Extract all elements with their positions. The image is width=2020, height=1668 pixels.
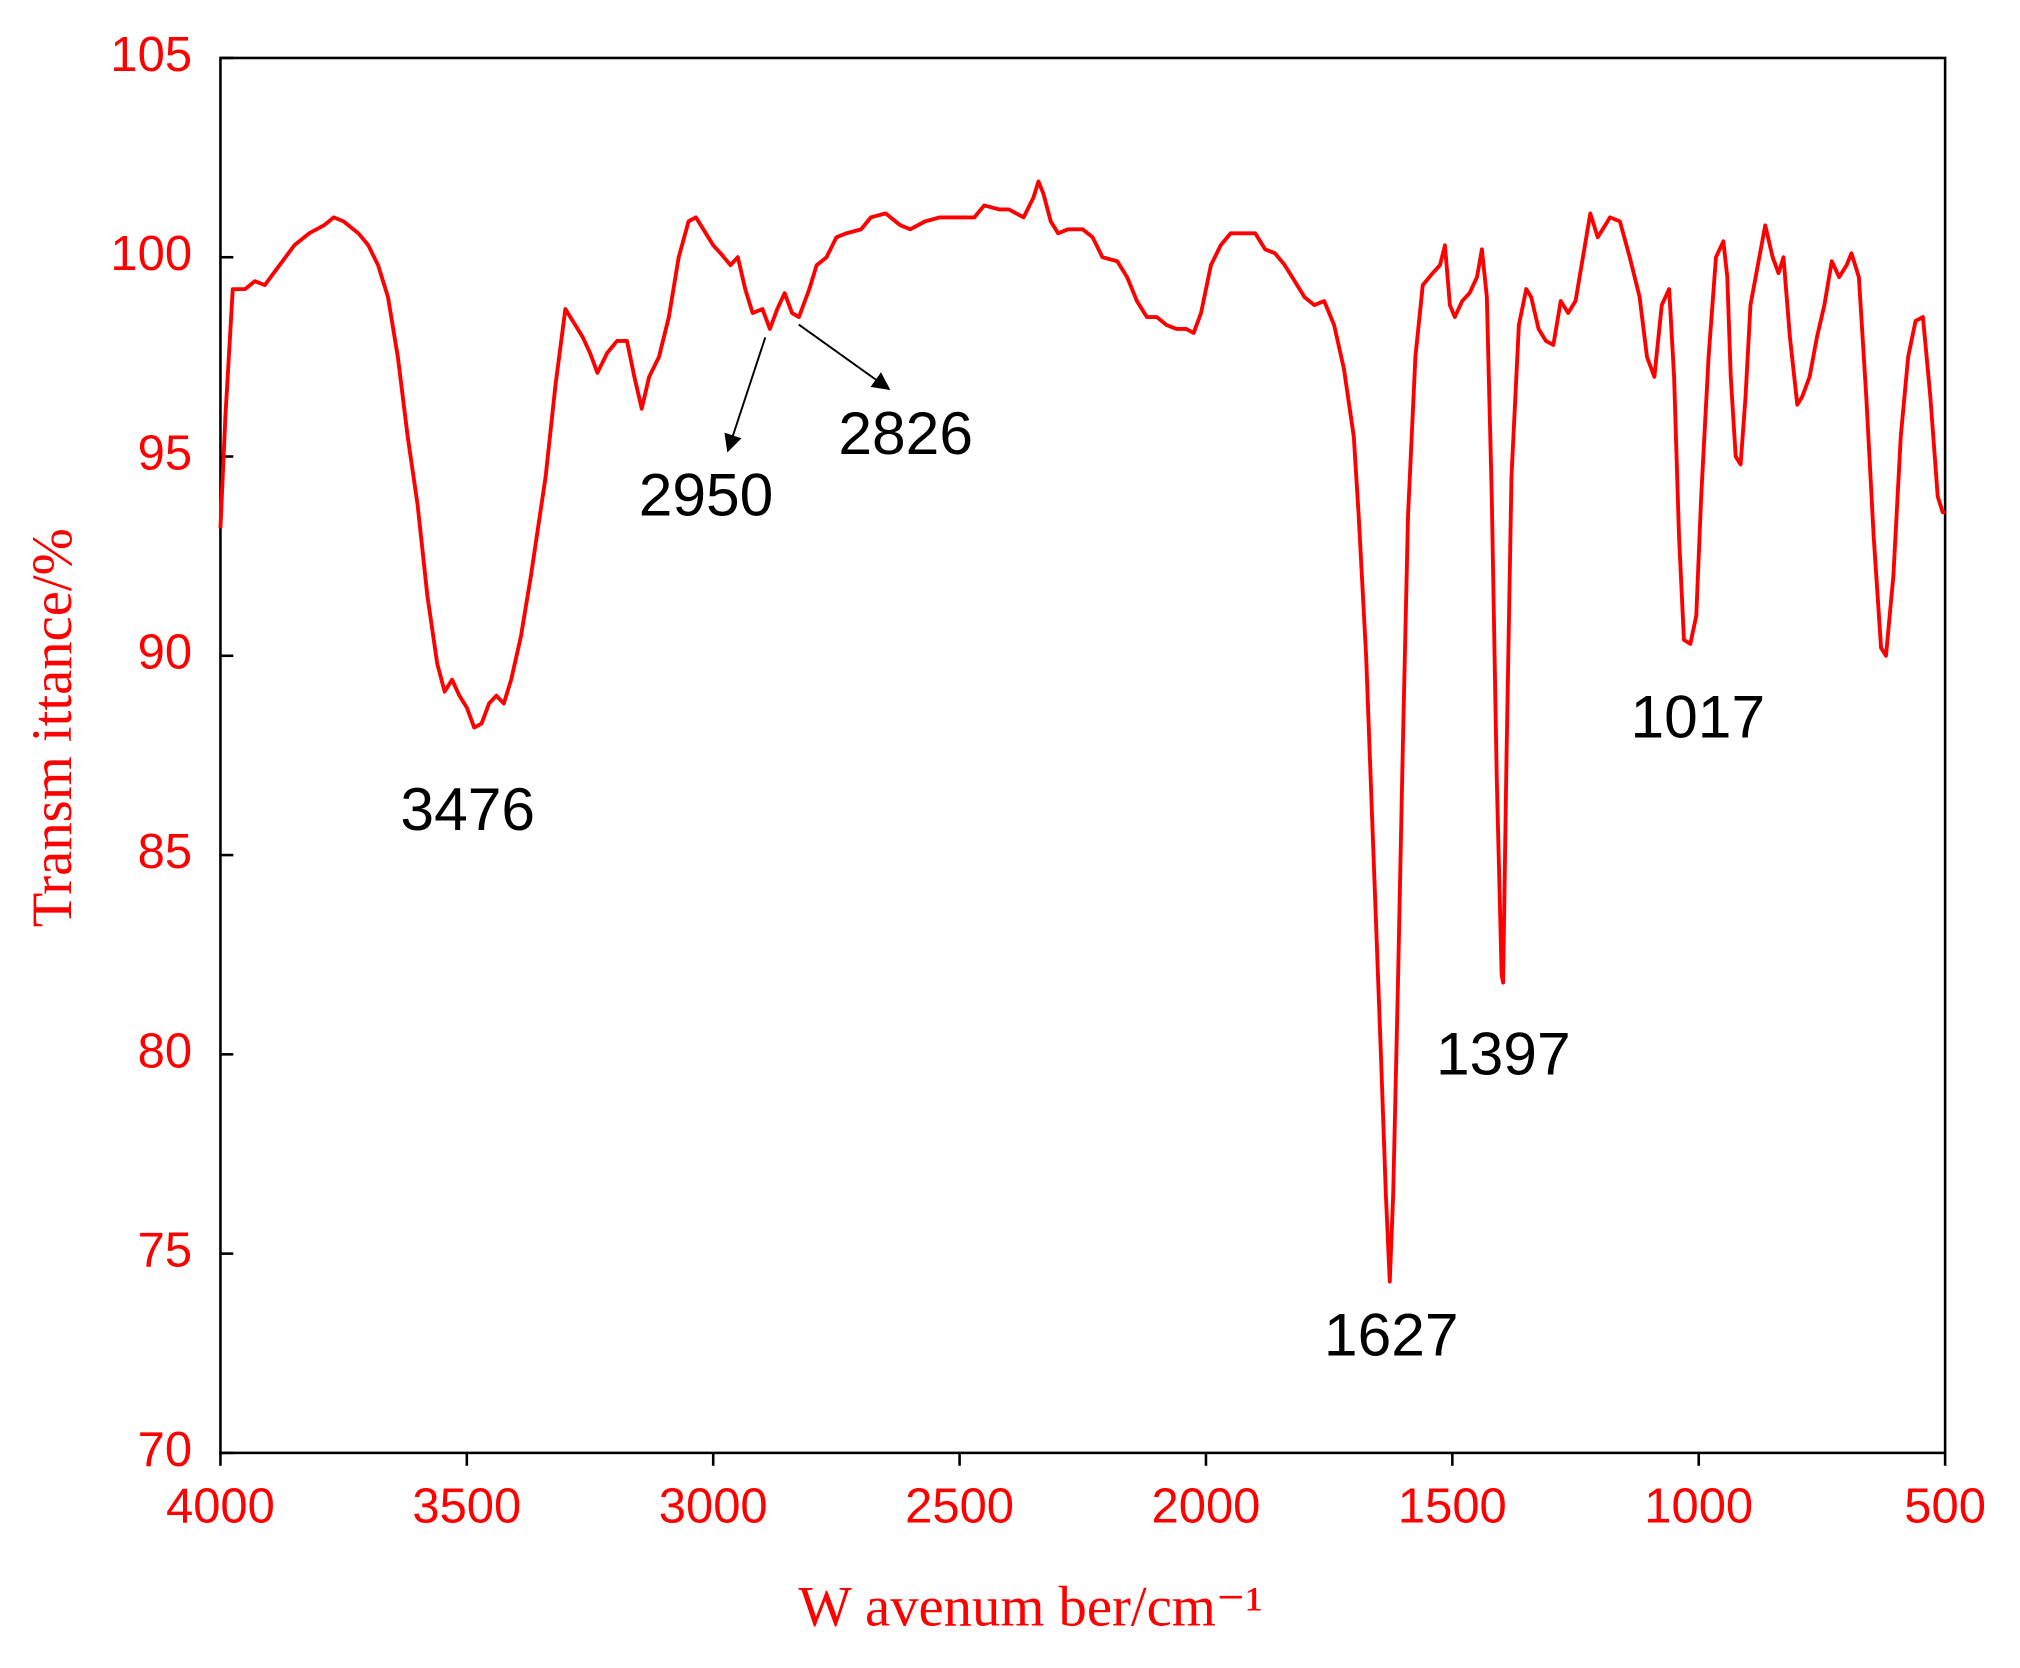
- plot-frame: [219, 56, 1947, 1455]
- x-tick-label: 3500: [412, 1479, 521, 1533]
- x-tick-label: 2000: [1152, 1479, 1261, 1533]
- peak-annotation: 1397: [1436, 1020, 1571, 1088]
- peak-annotation: 1627: [1324, 1301, 1459, 1369]
- peak-annotation: 2950: [639, 461, 774, 529]
- arrow: [724, 337, 767, 453]
- y-tick-label: 105: [110, 28, 192, 82]
- y-tick-label: 90: [138, 626, 192, 680]
- x-tick-label: 3000: [659, 1479, 768, 1533]
- x-tick-label: 2500: [905, 1479, 1014, 1533]
- peak-annotation: 2826: [838, 399, 973, 467]
- x-tick-label: 4000: [166, 1479, 275, 1533]
- x-tick-label: 1500: [1398, 1479, 1507, 1533]
- y-tick-label: 95: [138, 426, 192, 480]
- x-tick-label: 500: [1904, 1479, 1986, 1533]
- arrow: [798, 323, 891, 391]
- peak-annotation: 3476: [400, 775, 535, 843]
- y-tick-label: 80: [138, 1024, 192, 1078]
- y-tick-label: 85: [138, 825, 192, 879]
- x-axis-label: W avenum ber/cm⁻¹: [798, 1577, 1262, 1639]
- x-tick-label: 1000: [1644, 1479, 1753, 1533]
- y-tick-label: 100: [110, 227, 192, 281]
- y-tick-label: 70: [138, 1423, 192, 1477]
- peak-annotation: 1017: [1630, 682, 1765, 750]
- spectrum-line: [218, 179, 1946, 1284]
- y-axis-label: Transm ittance/%: [22, 528, 84, 927]
- y-tick-label: 75: [138, 1224, 192, 1278]
